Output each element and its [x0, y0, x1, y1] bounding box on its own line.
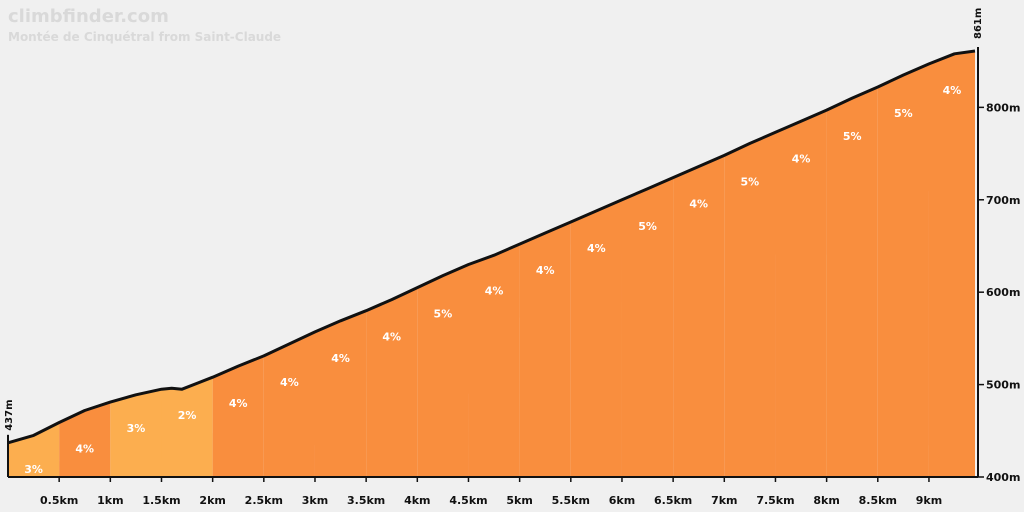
segment-area-18: [877, 63, 929, 478]
segment-area-14: [673, 155, 725, 477]
y-tick-label: 500m: [986, 379, 1020, 392]
climb-title: Montée de Cinquétral from Saint-Claude: [8, 30, 282, 44]
grade-label: 5%: [741, 175, 760, 188]
site-title: climbfinder.com: [8, 6, 169, 27]
segment-area-6: [263, 331, 315, 477]
x-tick-label: 2km: [199, 494, 225, 507]
grade-label: 2%: [178, 409, 197, 422]
y-tick-label: 400m: [986, 471, 1020, 484]
grade-label: 4%: [331, 352, 350, 365]
segment-area-9: [417, 264, 469, 477]
start-elevation-label: 437m: [4, 400, 15, 431]
segment-area-7: [314, 310, 367, 477]
segment-area-16: [775, 110, 827, 477]
segment-area-19: [928, 51, 975, 477]
x-tick-label: 1.5km: [142, 494, 180, 507]
grade-label: 4%: [485, 284, 504, 297]
grade-label: 4%: [587, 242, 606, 255]
x-tick-label: 7km: [711, 494, 737, 507]
x-tick-label: 4km: [404, 494, 430, 507]
x-tick-label: 6.5km: [654, 494, 692, 507]
segment-area-13: [621, 177, 674, 477]
grade-label: 5%: [843, 130, 862, 143]
grade-label: 3%: [127, 422, 146, 435]
segment-area-2: [59, 402, 111, 477]
x-tick-label: 1km: [97, 494, 123, 507]
segment-area-10: [468, 244, 520, 477]
grade-label: 4%: [792, 152, 811, 165]
grade-label: 4%: [229, 397, 248, 410]
profile-line: [7, 49, 976, 445]
x-tick-label: 7.5km: [756, 494, 794, 507]
grade-label: 4%: [536, 264, 555, 277]
x-tick-label: 6km: [609, 494, 635, 507]
x-tick-label: 5km: [506, 494, 532, 507]
end-elevation-label: 861m: [973, 8, 984, 39]
segment-area-8: [366, 287, 418, 477]
x-tick-label: 3km: [302, 494, 328, 507]
grade-label: 5%: [894, 107, 913, 120]
grade-label: 4%: [75, 442, 94, 455]
segment-area-15: [724, 132, 776, 478]
grade-label: 4%: [689, 198, 708, 211]
segment-area-5: [212, 355, 264, 477]
x-tick-label: 4.5km: [449, 494, 487, 507]
x-tick-label: 5.5km: [552, 494, 590, 507]
segment-fills: [8, 51, 975, 478]
segment-area-12: [570, 199, 622, 478]
y-tick-label: 700m: [986, 194, 1020, 207]
segment-area-1: [8, 422, 60, 477]
y-tick-label: 600m: [986, 286, 1020, 299]
x-tick-label: 3.5km: [347, 494, 385, 507]
segment-area-3: [110, 389, 162, 477]
x-tick-label: 8km: [813, 494, 839, 507]
x-tick-label: 2.5km: [245, 494, 283, 507]
segment-area-17: [826, 87, 878, 477]
x-tick-label: 9km: [916, 494, 942, 507]
grade-labels: 3% 4% 3% 2% 4% 4% 4% 4% 5% 4% 4% 4% 5% 4% 5% 4% 5% 5% 4%: [24, 84, 961, 476]
grade-label: 4%: [382, 331, 401, 344]
grade-label: 3%: [24, 463, 43, 476]
grade-label: 4%: [943, 84, 962, 97]
grade-label: 5%: [434, 308, 453, 321]
x-tick-label: 8.5km: [859, 494, 897, 507]
tick-labels: 0.5km 1km 1.5km 2km 2.5km 3km 3.5km 4km 4.5km 5km…: [4, 8, 1020, 507]
segment-area-4: [161, 377, 213, 477]
grade-label: 5%: [638, 220, 657, 233]
y-tick-label: 800m: [986, 101, 1020, 114]
grade-label: 4%: [280, 376, 299, 389]
segment-area-11: [519, 222, 571, 477]
x-tick-label: 0.5km: [40, 494, 78, 507]
